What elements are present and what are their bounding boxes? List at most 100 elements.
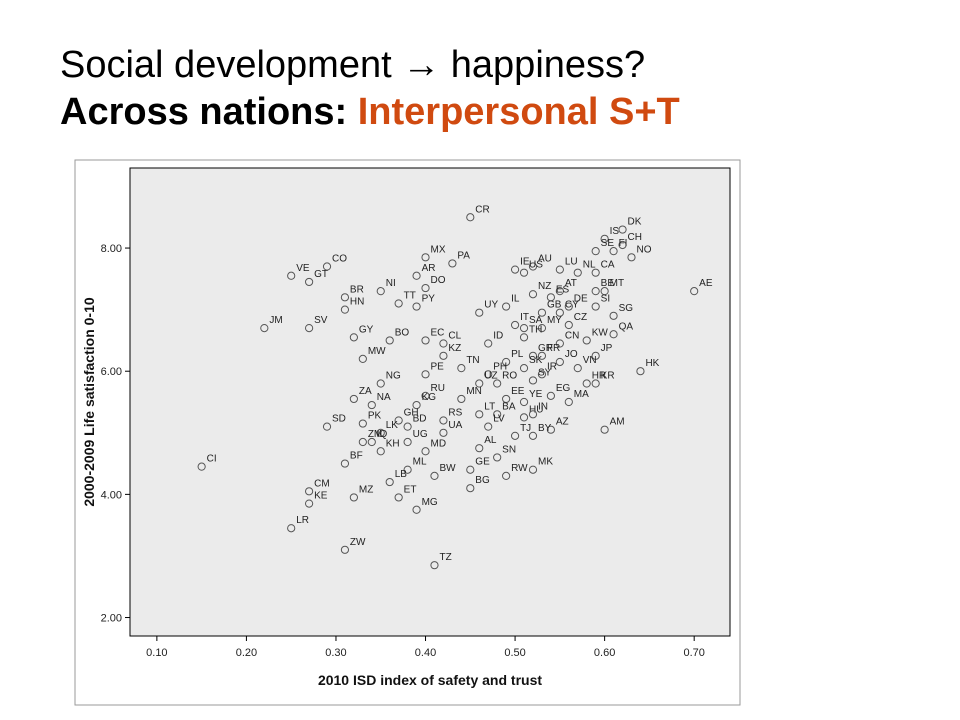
point-label-bg: BG (475, 475, 490, 486)
y-tick-label: 4.00 (101, 489, 122, 501)
x-tick-label: 0.50 (504, 647, 525, 659)
data-point-si (591, 302, 600, 311)
title-accent-text: Interpersonal S+T (357, 91, 680, 133)
data-point-lu (555, 265, 564, 274)
x-tick-label: 0.20 (236, 647, 257, 659)
point-label-fr: FR (547, 343, 560, 354)
point-label-il: IL (511, 294, 520, 305)
data-point-sa (519, 324, 529, 333)
data-point-ph (484, 370, 493, 379)
point-label-rs: RS (448, 407, 462, 418)
data-point-kg (412, 400, 421, 410)
data-point-mw (358, 354, 367, 363)
data-point-lr (287, 524, 296, 533)
point-label-ro: RO (502, 371, 517, 382)
x-tick-label: 0.60 (594, 647, 615, 659)
data-point-jm (260, 324, 269, 333)
data-point-cr (466, 213, 475, 222)
data-point-ir (537, 370, 547, 379)
data-point-my (537, 324, 547, 333)
point-label-lt: LT (484, 401, 495, 412)
data-point-is (600, 234, 609, 243)
title-subject-text: Across nations: (60, 91, 348, 133)
point-label-ug: UG (413, 429, 428, 440)
point-label-gb: GB (547, 300, 562, 311)
point-label-mw: MW (368, 346, 386, 357)
point-label-cl: CL (448, 331, 461, 342)
point-label-al: AL (484, 435, 497, 446)
point-label-py: PY (422, 294, 436, 305)
point-label-th: TH (529, 324, 542, 335)
data-point-kw (582, 336, 591, 345)
data-point-bd (403, 422, 412, 431)
data-point-kh (376, 447, 385, 456)
data-point-lb (385, 477, 394, 487)
data-point-hn (340, 305, 350, 314)
point-label-ch: CH (628, 232, 642, 243)
right-arrow-icon: → (402, 44, 441, 86)
point-label-ru: RU (431, 383, 445, 394)
data-point-co (322, 262, 332, 271)
point-label-sa: SA (529, 315, 543, 326)
plot-area (129, 167, 731, 637)
data-point-ee (502, 394, 511, 404)
data-point-au (528, 262, 538, 271)
point-label-kz: KZ (448, 343, 461, 354)
point-label-pk: PK (368, 411, 382, 422)
x-tick-label: 0.10 (146, 647, 167, 659)
point-label-md: MD (431, 438, 447, 449)
point-label-nz: NZ (538, 281, 551, 292)
point-label-dk: DK (628, 217, 642, 228)
data-point-za (349, 394, 358, 404)
data-point-lt (475, 410, 484, 419)
point-label-gt: GT (314, 269, 328, 280)
point-label-kr: KR (601, 371, 615, 382)
point-label-gh: GH (404, 407, 419, 418)
point-label-ie: IE (520, 257, 530, 268)
point-label-cn: CN (565, 331, 579, 342)
data-points: CR DK IS CH SE FI NO MX PA AU IE LU CO VE US NL CA AE GT AR… (197, 204, 713, 570)
data-point-ec (421, 336, 430, 345)
point-label-sg: SG (619, 303, 634, 314)
point-label-se: SE (601, 238, 615, 249)
data-point-ci (197, 462, 206, 471)
point-label-ae: AE (699, 278, 713, 289)
point-label-sv: SV (314, 315, 328, 326)
data-point-jo (555, 357, 564, 367)
point-label-ba: BA (502, 401, 516, 412)
point-label-do: DO (431, 275, 446, 286)
point-label-sd: SD (332, 414, 346, 425)
point-label-ke: KE (314, 491, 328, 502)
data-point-be (591, 287, 600, 296)
data-point-bw (430, 471, 439, 480)
data-point-tn (457, 364, 466, 373)
data-point-zm (358, 437, 367, 447)
title-post-text: happiness? (450, 44, 646, 86)
data-point-py (412, 302, 421, 311)
data-point-ma (564, 397, 573, 407)
point-label-ar: AR (422, 263, 436, 274)
point-label-ci: CI (207, 454, 217, 465)
point-label-kg: KG (422, 392, 437, 403)
data-point-sd (322, 422, 332, 431)
data-point-id (484, 339, 493, 348)
point-label-it: IT (520, 312, 529, 323)
title-line-1: Social development → happiness? (60, 42, 680, 88)
point-label-jp: JP (601, 343, 613, 354)
data-point-cy (555, 308, 564, 317)
y-tick-label: 6.00 (101, 366, 122, 378)
data-point-pk (358, 419, 367, 428)
point-label-hr: HR (592, 371, 606, 382)
point-label-co: CO (332, 254, 347, 265)
data-point-ng (376, 379, 385, 388)
point-label-iq: IQ (377, 429, 388, 440)
point-label-eg: EG (556, 383, 571, 394)
data-point-ke (305, 499, 314, 508)
data-point-et (394, 493, 403, 502)
point-label-tj: TJ (520, 423, 531, 434)
point-label-ua: UA (448, 420, 462, 431)
point-label-mx: MX (431, 244, 446, 255)
data-point-se (591, 247, 600, 256)
point-label-rw: RW (511, 463, 528, 474)
data-point-fr (537, 351, 547, 360)
